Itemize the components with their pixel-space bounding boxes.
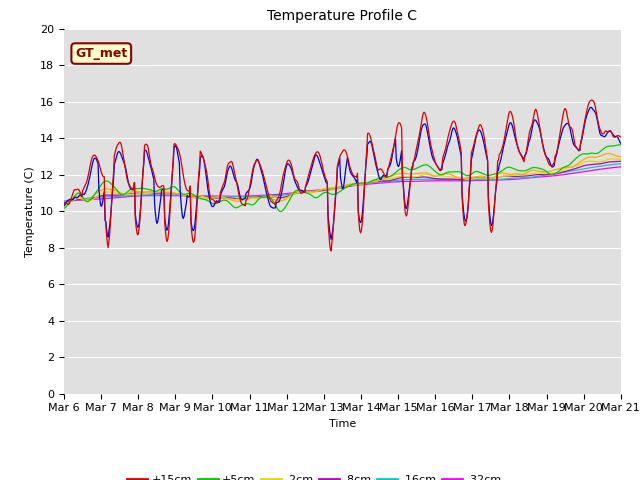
-8cm	[70, 197, 78, 203]
Line: -16cm: -16cm	[64, 164, 621, 202]
-16cm	[127, 192, 135, 198]
+5cm	[60, 205, 68, 211]
-8cm	[410, 175, 418, 180]
-2cm	[426, 172, 434, 178]
-2cm	[617, 156, 625, 162]
+15cm	[60, 201, 68, 206]
Line: 0cm: 0cm	[64, 154, 621, 204]
-16cm	[70, 197, 78, 203]
-2cm	[60, 201, 68, 207]
+10cm	[214, 199, 221, 204]
+10cm	[587, 105, 595, 110]
-2cm	[70, 197, 78, 203]
0cm	[617, 154, 625, 159]
-32cm	[70, 198, 78, 204]
Line: -2cm: -2cm	[64, 159, 621, 204]
-2cm	[184, 193, 192, 199]
+10cm	[127, 187, 135, 192]
+10cm	[617, 141, 625, 146]
0cm	[410, 171, 418, 177]
+15cm	[428, 144, 435, 149]
+15cm	[411, 154, 419, 160]
+10cm	[184, 194, 192, 200]
-8cm	[184, 193, 192, 199]
-8cm	[60, 200, 68, 205]
-2cm	[127, 192, 135, 197]
0cm	[127, 189, 135, 194]
Line: +10cm: +10cm	[64, 108, 621, 240]
-32cm	[127, 193, 135, 199]
+15cm	[588, 97, 595, 103]
Legend: +15cm, +10cm, +5cm, 0cm, -2cm, -8cm, -16cm, -32cm: +15cm, +10cm, +5cm, 0cm, -2cm, -8cm, -16…	[123, 470, 506, 480]
+5cm	[617, 142, 625, 147]
-8cm	[426, 175, 434, 180]
-2cm	[410, 174, 418, 180]
-32cm	[617, 164, 625, 170]
-2cm	[214, 194, 221, 200]
Line: -32cm: -32cm	[64, 167, 621, 201]
+5cm	[70, 194, 78, 200]
+10cm	[60, 203, 68, 209]
-16cm	[617, 161, 625, 167]
0cm	[426, 172, 434, 178]
-16cm	[60, 199, 68, 204]
Y-axis label: Temperature (C): Temperature (C)	[24, 166, 35, 257]
+5cm	[214, 200, 221, 206]
0cm	[184, 193, 192, 199]
-2cm	[609, 156, 616, 162]
+15cm	[184, 188, 192, 194]
-32cm	[214, 193, 221, 199]
-8cm	[617, 158, 625, 164]
+15cm	[214, 200, 221, 206]
+10cm	[428, 149, 435, 155]
-16cm	[410, 177, 418, 182]
-32cm	[426, 178, 434, 184]
+5cm	[184, 191, 192, 196]
-32cm	[410, 179, 418, 184]
0cm	[214, 195, 221, 201]
+15cm	[70, 187, 78, 193]
+5cm	[127, 186, 135, 192]
0cm	[605, 151, 612, 156]
X-axis label: Time: Time	[329, 419, 356, 429]
-32cm	[184, 193, 192, 199]
-16cm	[426, 176, 434, 182]
+5cm	[411, 166, 419, 172]
+10cm	[411, 157, 419, 163]
0cm	[60, 202, 68, 207]
+5cm	[428, 165, 435, 170]
-16cm	[184, 192, 192, 198]
-8cm	[127, 191, 135, 196]
0cm	[70, 195, 78, 201]
Title: Temperature Profile C: Temperature Profile C	[268, 10, 417, 24]
+10cm	[327, 237, 335, 242]
-32cm	[60, 198, 68, 204]
Line: +5cm: +5cm	[64, 144, 621, 212]
+15cm	[127, 186, 135, 192]
+15cm	[327, 248, 335, 254]
Line: -8cm: -8cm	[64, 161, 621, 203]
Text: GT_met: GT_met	[75, 47, 127, 60]
-8cm	[214, 195, 221, 201]
+10cm	[70, 195, 78, 201]
-16cm	[214, 194, 221, 200]
Line: +15cm: +15cm	[64, 100, 621, 251]
+15cm	[617, 134, 625, 140]
+5cm	[277, 209, 285, 215]
